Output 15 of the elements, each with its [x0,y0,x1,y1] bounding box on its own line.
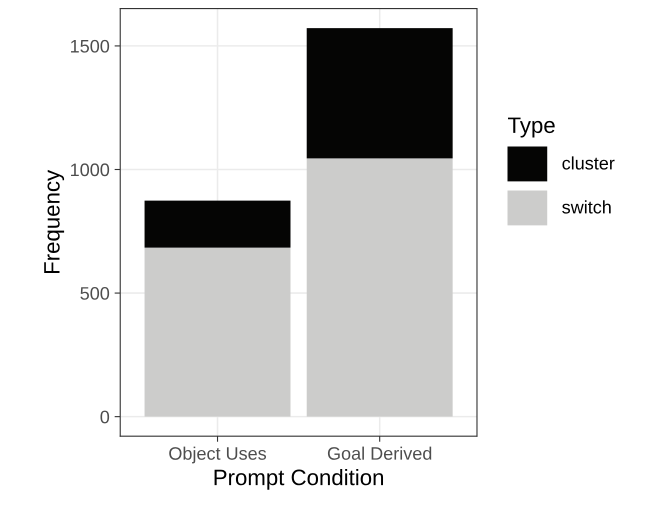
y-tick-label: 0 [100,410,110,424]
bar [144,248,290,417]
bar [306,158,453,417]
legend-label: switch [562,200,611,214]
x-tick-label: Goal Derived [328,446,432,460]
legend-title: Type [508,118,555,138]
bar [144,200,290,248]
legend-label: cluster [562,156,615,170]
x-tick-label: Object Uses [169,446,266,464]
y-axis-title: Frequency [44,170,64,274]
y-tick-label: 1000 [71,163,110,176]
x-axis-title: Prompt Condition [214,468,384,490]
y-tick-label: 500 [80,287,110,300]
bar [306,28,453,158]
y-tick-label: 1500 [71,40,110,53]
